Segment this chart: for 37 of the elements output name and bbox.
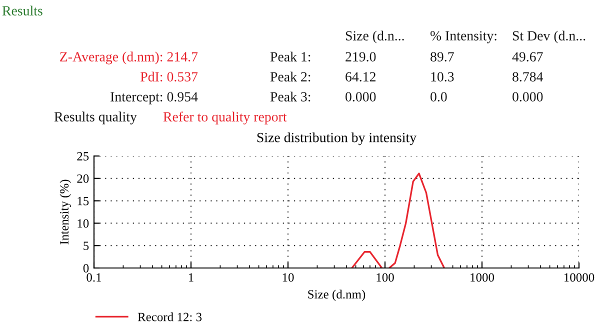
x-tick-label: 10 xyxy=(282,273,294,282)
text: 0.0 xyxy=(430,92,447,102)
text: Refer to quality report xyxy=(163,112,287,124)
text: Results xyxy=(2,6,42,16)
y-tick-label: 15 xyxy=(78,196,89,206)
y-tick-label: 0 xyxy=(83,264,89,272)
text: Results quality xyxy=(54,112,137,124)
x-tick-label: 1000 xyxy=(470,273,494,282)
y-tick-label: 10 xyxy=(78,219,89,228)
text: Peak 1: xyxy=(270,52,310,62)
text: 64.12 xyxy=(346,72,376,82)
text: St Dev (d.n... xyxy=(512,30,586,44)
text: Size (d.n... xyxy=(346,30,404,44)
y-axis-title: Intensity (%) xyxy=(60,180,72,244)
text: 219.0 xyxy=(346,52,376,62)
text: Intercept: 0.954 xyxy=(110,92,198,104)
x-tick-label: 10000 xyxy=(564,273,594,282)
text: 0.000 xyxy=(512,92,543,102)
text: 8.784 xyxy=(512,72,544,82)
text: 89.7 xyxy=(430,52,454,62)
x-tick-label: 0.1 xyxy=(86,273,102,282)
y-tick-label: 25 xyxy=(77,152,89,160)
text: Z-Average (d.nm): 214.7 xyxy=(60,52,198,64)
y-tick-label: 5 xyxy=(84,242,89,250)
x-axis-title: Size (d.nm) xyxy=(308,290,366,302)
text: 0.000 xyxy=(346,92,376,102)
text: % Intensity: xyxy=(430,31,496,44)
legend-label: Record 12: 3 xyxy=(138,312,202,322)
text: Peak 3: xyxy=(270,92,310,102)
text: 10.3 xyxy=(431,72,454,82)
text: 49.67 xyxy=(512,52,543,62)
x-tick-label: 1 xyxy=(188,273,194,282)
y-tick-label: 20 xyxy=(77,174,89,183)
x-tick-label: 100 xyxy=(376,273,394,282)
text: Peak 2: xyxy=(270,72,310,82)
chart-title: Size distribution by intensity xyxy=(257,132,416,146)
text: PdI: 0.537 xyxy=(140,72,198,82)
